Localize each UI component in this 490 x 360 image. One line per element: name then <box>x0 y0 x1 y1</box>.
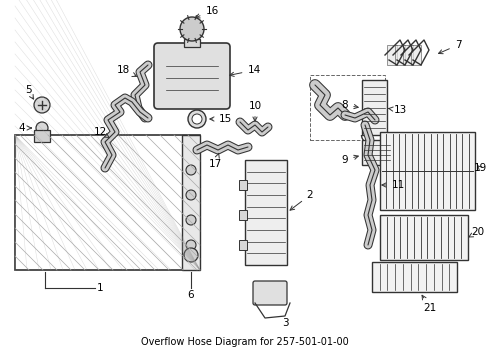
Bar <box>362 80 387 135</box>
Circle shape <box>186 190 196 200</box>
Text: 16: 16 <box>196 6 219 18</box>
Text: 5: 5 <box>24 85 33 99</box>
Bar <box>182 135 200 270</box>
Text: 11: 11 <box>382 180 405 190</box>
Bar <box>380 132 475 210</box>
Circle shape <box>186 215 196 225</box>
Text: 21: 21 <box>422 295 437 313</box>
Text: 3: 3 <box>282 318 288 328</box>
Text: 1: 1 <box>97 283 103 293</box>
Bar <box>403 45 413 65</box>
Bar <box>310 75 385 140</box>
Text: 12: 12 <box>94 127 109 138</box>
Circle shape <box>186 165 196 175</box>
Bar <box>380 215 468 260</box>
Text: Overflow Hose Diagram for 257-501-01-00: Overflow Hose Diagram for 257-501-01-00 <box>141 337 349 347</box>
Text: 15: 15 <box>210 114 232 124</box>
Bar <box>15 135 200 270</box>
Text: 6: 6 <box>188 290 195 300</box>
Bar <box>239 240 247 250</box>
Text: 13: 13 <box>388 105 407 115</box>
Circle shape <box>184 248 198 262</box>
Bar <box>362 140 392 165</box>
Bar <box>372 262 457 292</box>
Text: 14: 14 <box>230 65 261 76</box>
Text: 2: 2 <box>290 190 313 210</box>
Text: 17: 17 <box>208 153 221 169</box>
Circle shape <box>188 110 206 128</box>
Bar <box>395 45 405 65</box>
FancyBboxPatch shape <box>154 43 230 109</box>
Bar <box>411 45 421 65</box>
Bar <box>245 160 287 265</box>
FancyBboxPatch shape <box>253 281 287 305</box>
Circle shape <box>192 114 202 124</box>
Bar <box>239 210 247 220</box>
Circle shape <box>186 240 196 250</box>
Bar <box>34 130 50 142</box>
Circle shape <box>36 122 48 134</box>
Circle shape <box>180 17 204 41</box>
Text: 20: 20 <box>468 227 485 237</box>
Circle shape <box>34 97 50 113</box>
Text: 10: 10 <box>248 101 262 121</box>
Text: 4: 4 <box>19 123 31 133</box>
Bar <box>239 180 247 190</box>
Bar <box>387 45 397 65</box>
Text: 8: 8 <box>342 100 358 110</box>
Text: 19: 19 <box>473 163 487 173</box>
Text: 9: 9 <box>342 155 358 165</box>
Bar <box>184 39 200 47</box>
Text: 7: 7 <box>439 40 461 54</box>
Text: 18: 18 <box>117 65 137 76</box>
